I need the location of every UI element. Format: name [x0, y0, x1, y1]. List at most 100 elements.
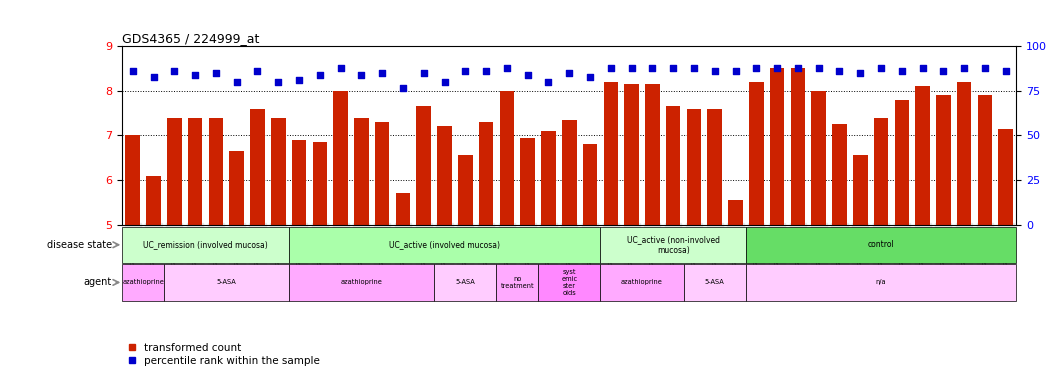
Bar: [538, 264, 600, 301]
Point: [831, 68, 848, 74]
Point: [789, 65, 807, 71]
Bar: [416, 106, 431, 225]
Bar: [250, 109, 265, 225]
Legend: transformed count, percentile rank within the sample: transformed count, percentile rank withi…: [128, 343, 320, 366]
Point: [914, 65, 931, 71]
Bar: [583, 144, 597, 225]
Point: [977, 65, 994, 71]
Text: disease state: disease state: [47, 240, 112, 250]
Text: syst
emic
ster
oids: syst emic ster oids: [561, 269, 578, 296]
Bar: [749, 82, 764, 225]
Point: [935, 68, 952, 74]
Bar: [333, 91, 348, 225]
Text: agent: agent: [83, 277, 112, 288]
Point: [894, 68, 911, 74]
Bar: [874, 118, 888, 225]
Bar: [188, 118, 202, 225]
Point: [748, 65, 765, 71]
Bar: [354, 118, 368, 225]
Text: UC_active (non-involved
mucosa): UC_active (non-involved mucosa): [627, 235, 719, 255]
Bar: [770, 68, 784, 225]
Point: [582, 74, 599, 80]
Text: control: control: [867, 240, 895, 249]
Bar: [957, 82, 971, 225]
Text: 5-ASA: 5-ASA: [216, 280, 236, 285]
Point: [561, 70, 578, 76]
Text: GDS4365 / 224999_at: GDS4365 / 224999_at: [122, 32, 260, 45]
Point: [851, 70, 868, 76]
Bar: [396, 194, 411, 225]
Bar: [479, 122, 494, 225]
Bar: [209, 118, 223, 225]
Bar: [978, 95, 993, 225]
Bar: [683, 264, 746, 301]
Bar: [895, 100, 909, 225]
Bar: [600, 227, 746, 263]
Point: [872, 65, 890, 71]
Bar: [708, 109, 722, 225]
Text: no
treatment: no treatment: [500, 276, 534, 289]
Point: [373, 70, 390, 76]
Bar: [288, 264, 434, 301]
Point: [290, 76, 307, 83]
Point: [706, 68, 724, 74]
Text: 5-ASA: 5-ASA: [455, 280, 476, 285]
Point: [478, 68, 495, 74]
Bar: [122, 227, 288, 263]
Point: [124, 68, 142, 74]
Text: UC_remission (involved mucosa): UC_remission (involved mucosa): [144, 240, 268, 249]
Point: [498, 65, 515, 71]
Point: [810, 65, 827, 71]
Bar: [122, 264, 164, 301]
Point: [332, 65, 349, 71]
Bar: [271, 118, 285, 225]
Point: [312, 72, 329, 78]
Bar: [686, 109, 701, 225]
Point: [228, 79, 245, 85]
Bar: [434, 264, 497, 301]
Point: [353, 72, 370, 78]
Bar: [915, 86, 930, 225]
Bar: [458, 156, 472, 225]
Bar: [437, 126, 452, 225]
Bar: [542, 131, 555, 225]
Point: [166, 68, 183, 74]
Bar: [728, 200, 743, 225]
Point: [207, 70, 225, 76]
Bar: [625, 84, 638, 225]
Point: [955, 65, 972, 71]
Point: [624, 65, 641, 71]
Point: [539, 79, 556, 85]
Text: azathioprine: azathioprine: [122, 280, 164, 285]
Point: [415, 70, 432, 76]
Bar: [832, 124, 847, 225]
Bar: [230, 151, 244, 225]
Text: UC_active (involved mucosa): UC_active (involved mucosa): [389, 240, 500, 249]
Bar: [603, 82, 618, 225]
Bar: [375, 122, 389, 225]
Bar: [812, 91, 826, 225]
Text: azathioprine: azathioprine: [621, 280, 663, 285]
Bar: [146, 175, 161, 225]
Bar: [500, 91, 514, 225]
Bar: [167, 118, 182, 225]
Text: azathioprine: azathioprine: [340, 280, 382, 285]
Point: [685, 65, 702, 71]
Point: [768, 65, 785, 71]
Bar: [562, 120, 577, 225]
Bar: [998, 129, 1013, 225]
Bar: [936, 95, 950, 225]
Point: [436, 79, 453, 85]
Bar: [497, 264, 538, 301]
Bar: [164, 264, 288, 301]
Point: [456, 68, 473, 74]
Point: [249, 68, 266, 74]
Point: [395, 85, 412, 91]
Bar: [746, 227, 1016, 263]
Point: [519, 72, 536, 78]
Bar: [126, 136, 140, 225]
Bar: [600, 264, 683, 301]
Bar: [288, 227, 600, 263]
Bar: [292, 140, 306, 225]
Point: [997, 68, 1014, 74]
